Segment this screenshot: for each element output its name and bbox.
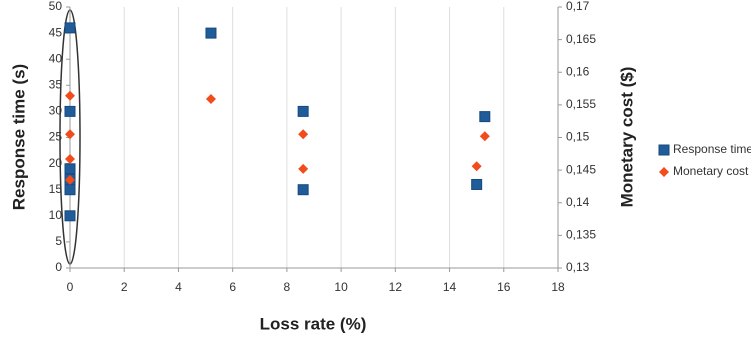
x-tick-label: 2 xyxy=(121,280,128,294)
point xyxy=(479,131,490,142)
y2-tick-label: 0,155 xyxy=(566,97,596,111)
x-tick-label: 10 xyxy=(334,280,348,294)
point xyxy=(471,161,482,172)
point xyxy=(64,105,76,117)
y-axis-title: Response time (s) xyxy=(9,64,28,210)
y-tick-label: 35 xyxy=(49,77,63,91)
y-tick-label: 40 xyxy=(49,51,63,65)
point xyxy=(64,22,76,34)
legend-marker xyxy=(659,167,669,177)
legend-marker xyxy=(658,144,670,156)
point xyxy=(64,163,76,175)
x-tick-label: 18 xyxy=(551,280,565,294)
y-tick-label: 20 xyxy=(49,156,63,170)
y2-tick-label: 0,14 xyxy=(566,195,590,209)
y2-tick-label: 0,13 xyxy=(566,260,590,274)
point xyxy=(65,129,75,140)
x-axis-title: Loss rate (%) xyxy=(260,314,367,333)
x-tick-label: 6 xyxy=(229,280,236,294)
legend-label: Monetary cost xyxy=(673,164,749,178)
point xyxy=(479,111,491,123)
point xyxy=(298,163,309,174)
point xyxy=(298,129,309,140)
y-tick-label: 15 xyxy=(49,182,63,196)
point xyxy=(65,174,75,185)
point xyxy=(64,184,76,196)
point xyxy=(297,105,309,117)
point xyxy=(65,154,75,165)
point xyxy=(297,184,309,196)
y-tick-label: 45 xyxy=(49,25,63,39)
y2-tick-label: 0,165 xyxy=(566,32,596,46)
x-tick-label: 14 xyxy=(443,280,457,294)
y2-axis-title: Monetary cost ($) xyxy=(617,67,636,208)
x-tick-label: 4 xyxy=(175,280,182,294)
legend-label: Response time xyxy=(673,142,751,156)
y-tick-label: 10 xyxy=(49,208,63,222)
y2-tick-label: 0,135 xyxy=(566,228,596,242)
y-tick-label: 25 xyxy=(49,130,63,144)
y2-tick-label: 0,16 xyxy=(566,64,590,78)
y-tick-label: 50 xyxy=(49,0,63,13)
point xyxy=(205,27,217,39)
y2-tick-label: 0,17 xyxy=(566,0,590,13)
y-tick-label: 5 xyxy=(55,234,62,248)
point xyxy=(471,178,483,190)
y2-tick-label: 0,15 xyxy=(566,130,590,144)
point xyxy=(205,94,216,105)
y-tick-label: 30 xyxy=(49,104,63,118)
point xyxy=(64,210,76,222)
x-tick-label: 0 xyxy=(67,280,74,294)
x-tick-label: 8 xyxy=(284,280,291,294)
y2-tick-label: 0,145 xyxy=(566,162,596,176)
y-tick-label: 0 xyxy=(55,260,62,274)
x-tick-label: 12 xyxy=(389,280,403,294)
point xyxy=(65,90,75,101)
x-tick-label: 16 xyxy=(497,280,511,294)
